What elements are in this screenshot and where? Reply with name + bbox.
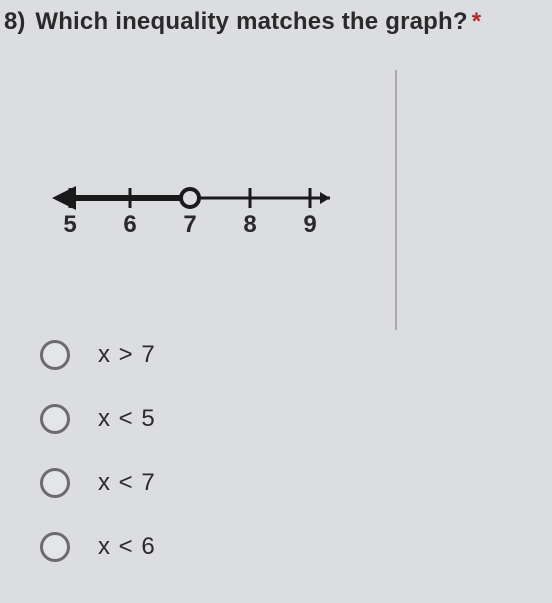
option-row[interactable]: x < 6 [40,532,156,562]
number-line-graph: 5 6 7 8 9 [50,170,360,260]
question-number: 8) [4,8,25,36]
vertical-divider [395,70,397,330]
option-row[interactable]: x > 7 [40,340,156,370]
option-label: x > 7 [98,341,156,369]
option-row[interactable]: x < 7 [40,468,156,498]
required-asterisk: * [472,8,481,36]
question-text: Which inequality matches the graph? [35,8,467,36]
svg-text:7: 7 [183,211,196,238]
svg-text:6: 6 [123,211,136,238]
question-row: 8) Which inequality matches the graph? * [0,0,552,36]
radio-icon[interactable] [40,340,70,370]
radio-icon[interactable] [40,404,70,434]
options-list: x > 7 x < 5 x < 7 x < 6 [40,340,156,596]
option-label: x < 7 [98,469,156,497]
number-line-svg: 5 6 7 8 9 [50,170,360,260]
option-row[interactable]: x < 5 [40,404,156,434]
radio-icon[interactable] [40,468,70,498]
option-label: x < 5 [98,405,156,433]
svg-text:9: 9 [303,211,316,238]
svg-text:8: 8 [243,211,256,238]
svg-text:5: 5 [63,211,76,238]
option-label: x < 6 [98,533,156,561]
radio-icon[interactable] [40,532,70,562]
